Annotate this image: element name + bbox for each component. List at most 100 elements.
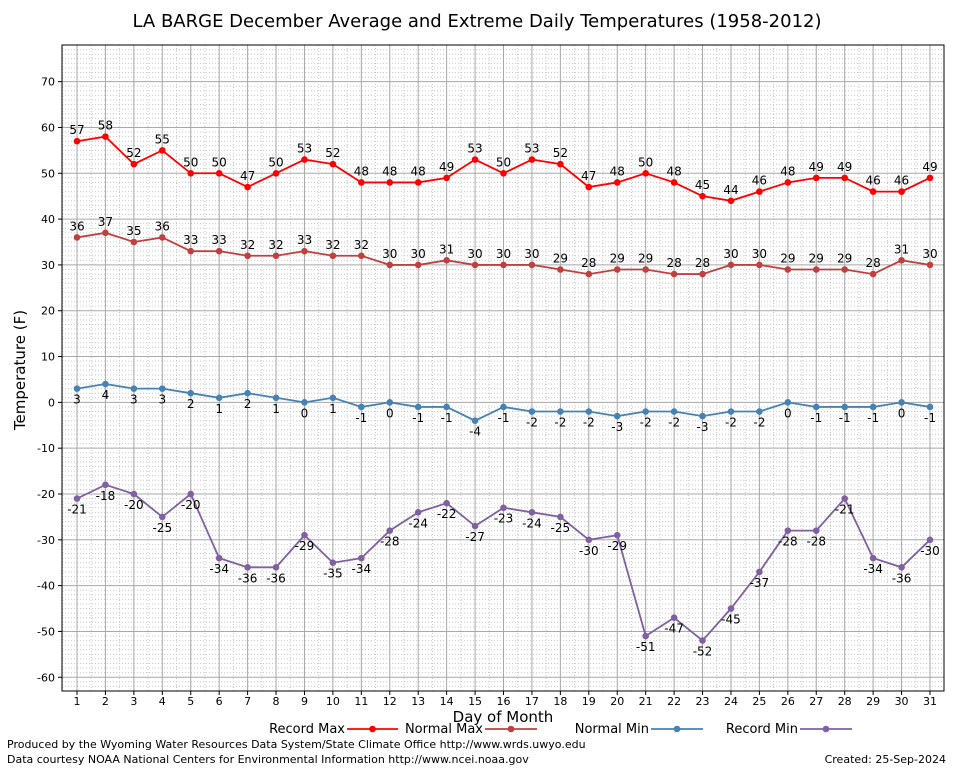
- normal-max-data-label: 37: [98, 215, 113, 229]
- normal-max-data-label: 30: [922, 247, 937, 261]
- normal-min-data-label: -1: [355, 411, 367, 425]
- normal-max-data-label: 28: [865, 256, 880, 270]
- record-max-data-label: 48: [354, 164, 369, 178]
- normal-min-point: [756, 408, 763, 415]
- record-min-data-label: -24: [408, 516, 428, 530]
- record-min-point: [528, 509, 536, 516]
- normal-max-data-label: 30: [752, 247, 767, 261]
- record-max-data-label: 46: [752, 174, 767, 188]
- record-min-data-label: -28: [778, 535, 798, 549]
- record-max-data-label: 50: [183, 155, 198, 169]
- record-max-data-label: 46: [865, 174, 880, 188]
- legend-label-record-max: Record Max: [269, 722, 345, 737]
- legend-label-normal-max: Normal Max: [405, 722, 483, 737]
- record-max-data-label: 50: [268, 155, 283, 169]
- normal-max-point: [130, 238, 138, 246]
- y-tick-label: 0: [48, 396, 55, 409]
- record-max-data-label: 48: [411, 164, 426, 178]
- x-tick-label: 14: [440, 695, 454, 708]
- record-max-point: [784, 179, 792, 186]
- normal-min-point: [130, 385, 138, 392]
- record-min-data-label: -30: [920, 544, 940, 558]
- normal-max-point: [272, 252, 280, 260]
- record-max-data-label: 53: [297, 142, 312, 156]
- footer-created-date: Created: 25-Sep-2024: [825, 753, 946, 766]
- record-max-data-label: 44: [723, 183, 738, 197]
- record-max-data-label: 52: [126, 146, 141, 160]
- normal-max-data-label: 28: [581, 256, 596, 270]
- record-min-point: [926, 536, 934, 544]
- normal-min-data-label: -1: [839, 411, 851, 425]
- normal-min-point: [102, 380, 109, 388]
- x-tick-label: 4: [159, 695, 166, 708]
- record-min-point: [670, 614, 678, 621]
- record-min-data-label: -25: [551, 521, 571, 535]
- y-tick-label: 20: [41, 305, 55, 318]
- normal-min-point: [557, 408, 564, 415]
- footer-data-courtesy: Data courtesy NOAA National Centers for …: [7, 753, 529, 766]
- record-min-data-label: -45: [721, 613, 741, 627]
- normal-max-data-label: 29: [638, 251, 653, 265]
- normal-min-data-label: 1: [272, 402, 280, 416]
- normal-min-data-label: 2: [187, 397, 195, 411]
- normal-min-point: [727, 408, 735, 415]
- record-max-data-label: 50: [496, 155, 511, 169]
- record-max-point: [272, 169, 280, 177]
- record-max-data-label: 50: [212, 155, 227, 169]
- x-tick-label: 28: [838, 695, 852, 708]
- normal-min-point: [301, 399, 308, 406]
- normal-min-data-label: 1: [215, 402, 223, 416]
- record-min-point: [613, 531, 621, 539]
- record-min-point: [159, 513, 166, 521]
- legend-label-normal-min: Normal Min: [575, 722, 649, 737]
- record-max-point: [414, 179, 422, 186]
- normal-max-data-label: 29: [553, 251, 568, 265]
- record-min-data-label: -28: [806, 535, 826, 549]
- record-max-data-label: 48: [780, 164, 795, 178]
- record-min-data-label: -18: [96, 489, 116, 503]
- record-min-data-label: -24: [522, 516, 542, 530]
- footer-produced-by: Produced by the Wyoming Water Resources …: [7, 738, 586, 751]
- normal-max-point: [585, 270, 593, 278]
- x-tick-label: 18: [553, 695, 567, 708]
- record-min-data-label: -47: [664, 622, 684, 636]
- x-tick-label: 15: [468, 695, 482, 708]
- normal-min-point: [898, 399, 905, 406]
- x-tick-label: 7: [244, 695, 251, 708]
- x-tick-label: 10: [326, 695, 340, 708]
- record-max-point: [443, 174, 450, 182]
- record-min-point: [869, 554, 877, 562]
- normal-min-point: [585, 408, 593, 415]
- record-max-point: [642, 169, 649, 177]
- y-tick-label: 10: [41, 351, 55, 364]
- record-min-data-label: -36: [892, 571, 912, 585]
- normal-max-data-label: 29: [610, 251, 625, 265]
- y-tick-label: -10: [37, 442, 55, 455]
- record-max-point: [670, 179, 678, 186]
- record-max-point: [727, 197, 735, 205]
- x-tick-label: 6: [216, 695, 223, 708]
- normal-min-data-label: 3: [73, 393, 81, 407]
- normal-max-point: [926, 261, 934, 269]
- record-max-point: [102, 133, 109, 140]
- record-min-data-label: -27: [465, 530, 485, 544]
- record-max-data-label: 50: [638, 155, 653, 169]
- x-tick-label: 9: [301, 695, 308, 708]
- record-max-data-label: 49: [837, 160, 852, 174]
- y-tick-label: -20: [37, 488, 55, 501]
- record-max-point: [187, 169, 195, 177]
- normal-min-data-label: -2: [526, 416, 538, 430]
- record-min-point: [272, 563, 280, 571]
- record-max-data-label: 58: [98, 119, 113, 133]
- normal-max-point: [869, 270, 877, 278]
- normal-max-data-label: 33: [297, 233, 312, 247]
- record-min-data-label: -37: [750, 576, 770, 590]
- legend-marker-normal-max: [507, 725, 515, 733]
- record-max-point: [528, 156, 536, 163]
- y-tick-label: -40: [37, 580, 55, 593]
- x-tick-label: 19: [582, 695, 596, 708]
- record-min-point: [841, 495, 848, 502]
- record-min-point: [73, 495, 81, 502]
- record-max-point: [585, 183, 593, 191]
